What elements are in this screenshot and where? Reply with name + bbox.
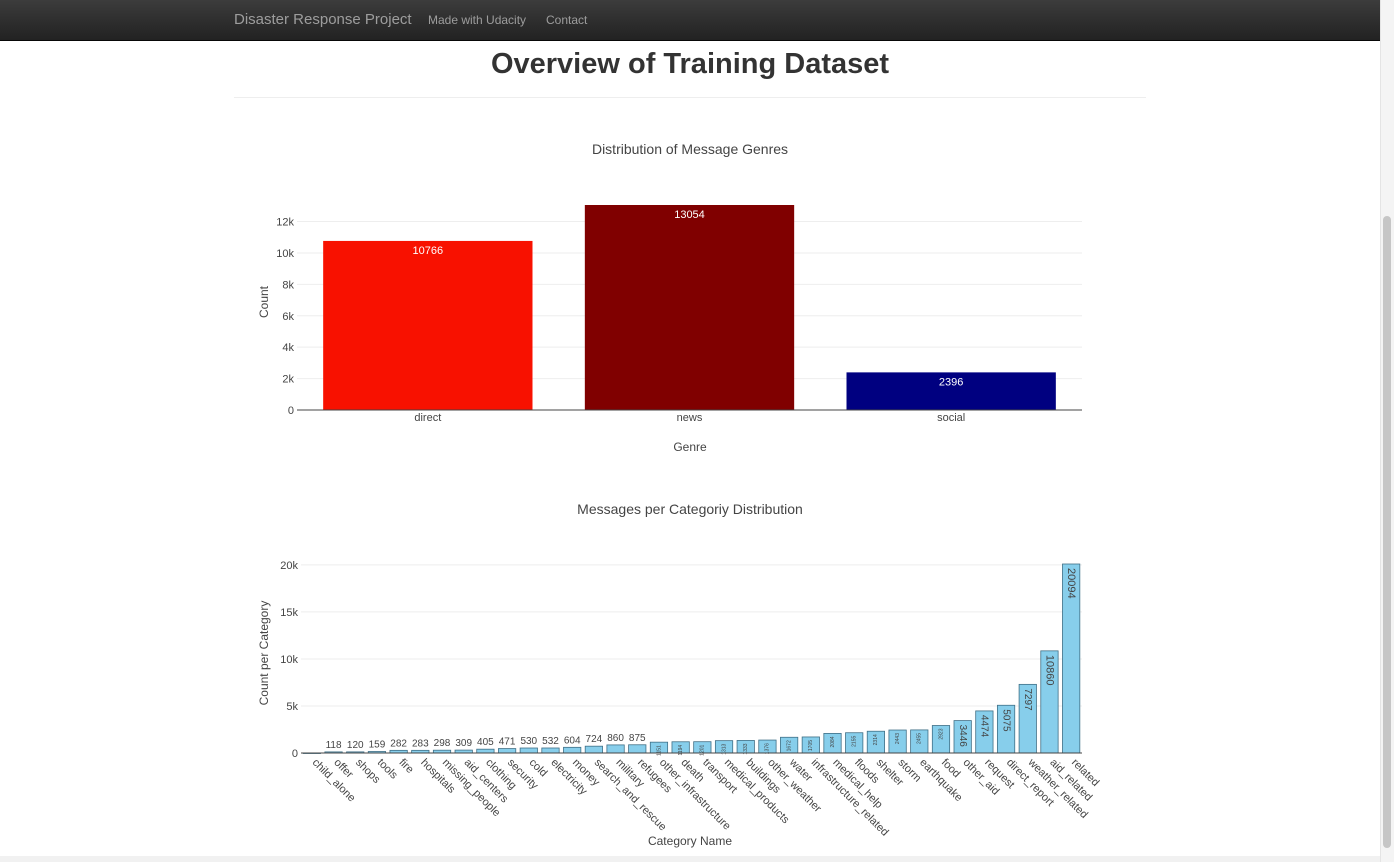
category-y-tick-label: 5k — [286, 701, 298, 713]
genre-x-tick-label: news — [677, 412, 703, 424]
genre-bar — [323, 240, 533, 410]
genre-y-axis-title: Count — [257, 285, 271, 318]
title-divider — [234, 97, 1146, 98]
category-chart-title: Messages per Categoriy Distribution — [577, 501, 803, 517]
genre-y-tick-label: 0 — [288, 405, 294, 417]
category-bar-value-label: 309 — [455, 738, 472, 749]
page-bottom-edge — [0, 856, 1380, 862]
category-bar — [563, 746, 582, 754]
category-bar — [584, 745, 603, 754]
category-distribution-chart: Messages per Categoriy Distribution 0 5k 10… — [257, 501, 1101, 848]
category-y-axis-title: Count per Category — [257, 601, 271, 706]
scrollbar-thumb[interactable] — [1383, 216, 1391, 848]
category-bar-value-label: 2455 — [917, 733, 923, 744]
category-y-tick-label: 20k — [280, 560, 298, 572]
genre-chart-title: Distribution of Message Genres — [592, 141, 788, 157]
category-bar-value-label: 1194 — [678, 745, 684, 756]
category-bar-value-label: 120 — [347, 740, 364, 751]
category-bar-value-label: 2923 — [938, 728, 944, 739]
genre-y-tick-label: 2k — [282, 374, 294, 386]
category-bar-value-label: 298 — [434, 738, 451, 749]
category-bar-value-label: 405 — [477, 737, 494, 748]
page-title: Overview of Training Dataset — [490, 48, 890, 80]
genre-x-tick-label: direct — [414, 412, 441, 424]
category-bar — [606, 744, 625, 754]
genre-bar-value-label: 10766 — [413, 245, 444, 257]
category-bar-value-label: 2155 — [852, 736, 858, 747]
genre-bar — [846, 372, 1056, 410]
genre-y-tick-label: 10k — [276, 248, 294, 260]
category-bar — [476, 748, 495, 754]
category-bar — [498, 748, 517, 754]
category-bar-value-label: 7297 — [1022, 688, 1033, 711]
category-bar-value-label: 530 — [520, 736, 537, 747]
category-y-tick-label: 15k — [280, 607, 298, 619]
category-bar-value-label: 3446 — [957, 725, 968, 748]
category-bar-value-label: 1333 — [743, 743, 749, 754]
category-bar — [628, 744, 647, 754]
category-y-tick-label: 0 — [292, 748, 298, 760]
category-bar-value-label: 2314 — [873, 734, 879, 745]
category-bar-value-label: 159 — [369, 740, 386, 751]
category-bar-value-label: 1151 — [656, 745, 662, 756]
nav-link-contact[interactable]: Contact — [546, 13, 588, 27]
category-bar-value-label: 2084 — [830, 736, 836, 747]
category-bar-value-label: 1672 — [786, 740, 792, 751]
genre-y-tick-label: 8k — [282, 279, 294, 291]
category-bar-value-label: 1201 — [700, 744, 706, 755]
category-bar-value-label: 875 — [629, 733, 646, 744]
category-bar-value-label: 5075 — [1000, 709, 1011, 732]
genre-x-axis-title: Genre — [673, 440, 707, 454]
genre-bar-value-label: 2396 — [939, 376, 963, 388]
category-bar — [519, 747, 538, 754]
navbar: Disaster Response Project Made with Udac… — [0, 0, 1380, 41]
category-bar-value-label: 471 — [499, 737, 516, 748]
genre-distribution-chart: Distribution of Message Genres 0 2k 4k 6k 8k 1… — [257, 141, 1082, 454]
genre-bar-value-label: 13054 — [674, 209, 705, 221]
category-bar-value-label: 118 — [326, 740, 342, 751]
category-bar-value-label: 860 — [607, 733, 624, 744]
category-bar-value-label: 20094 — [1065, 568, 1077, 599]
category-bar-value-label: 532 — [542, 736, 559, 747]
genre-y-tick-label: 4k — [282, 342, 294, 354]
category-bar-value-label: 604 — [564, 735, 581, 746]
nav-link-made-with-udacity[interactable]: Made with Udacity — [428, 13, 527, 27]
category-bar-value-label: 1705 — [808, 740, 814, 751]
category-bar-value-label: 282 — [390, 738, 407, 749]
genre-bar — [584, 205, 795, 410]
category-x-axis-title: Category Name — [648, 834, 732, 848]
genre-y-tick-label: 12k — [276, 217, 294, 229]
category-bar-value-label: 283 — [412, 738, 429, 749]
category-bar-value-label: 1376 — [765, 743, 771, 754]
genre-y-tick-label: 6k — [282, 311, 294, 323]
category-bar-value-label: 10860 — [1044, 655, 1056, 686]
category-bar-value-label: 1313 — [721, 743, 727, 754]
category-bar-value-label: 4474 — [979, 715, 990, 738]
category-bar-value-label: 2443 — [895, 733, 901, 744]
genre-x-tick-label: social — [937, 412, 965, 424]
navbar-brand[interactable]: Disaster Response Project — [234, 11, 412, 28]
category-bar — [541, 747, 560, 754]
category-bar-value-label: 724 — [586, 734, 603, 745]
category-y-tick-label: 10k — [280, 654, 298, 666]
